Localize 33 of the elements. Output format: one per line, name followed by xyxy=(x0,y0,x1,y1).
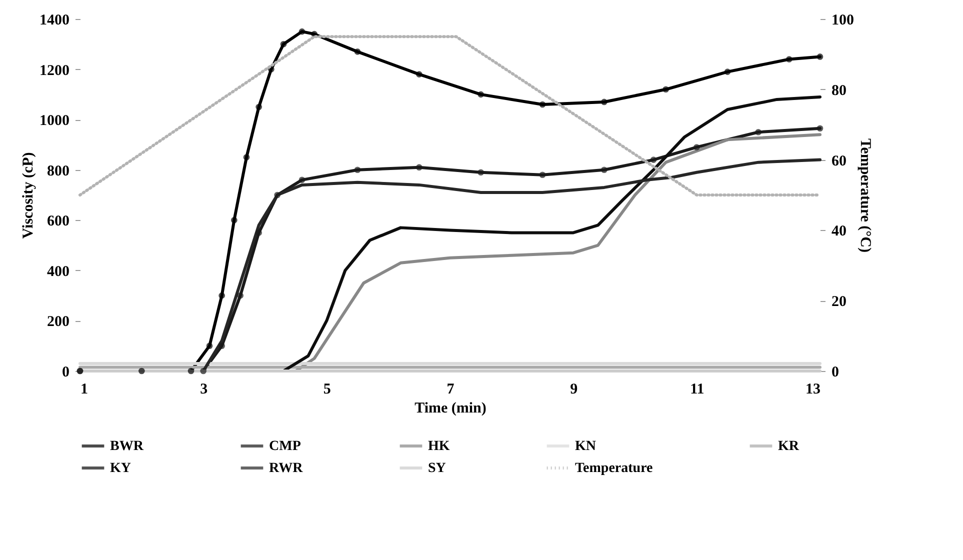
legend-label: BWR xyxy=(110,439,144,454)
x-axis-title: Time (min) xyxy=(414,400,486,416)
legend-label: CMP xyxy=(269,439,302,454)
legend-label: Temperature xyxy=(575,461,653,476)
y-axis-title: Viscosity (cP) xyxy=(20,152,36,239)
y2-tick-label: 40 xyxy=(832,224,846,240)
y2-tick-label: 80 xyxy=(832,82,846,99)
y-tick-label: 600 xyxy=(47,214,70,230)
legend-label: KR xyxy=(778,439,800,454)
legend-label: HK xyxy=(428,439,450,454)
y2-tick-label: 60 xyxy=(832,153,846,170)
x-tick-label: 9 xyxy=(570,382,578,398)
x-tick-label: 11 xyxy=(690,382,704,398)
y-tick-label: 800 xyxy=(47,163,70,180)
x-tick-label: 3 xyxy=(200,382,208,398)
y-tick-label: 400 xyxy=(47,264,70,280)
y-tick-label: 0 xyxy=(62,364,70,380)
y-tick-label: 1200 xyxy=(40,62,70,79)
x-tick-label: 5 xyxy=(323,382,331,398)
x-tick-label: 7 xyxy=(446,382,455,398)
legend-label: KY xyxy=(110,461,131,476)
y2-tick-label: 100 xyxy=(832,12,854,28)
y2-axis-title: Temperature (°C) xyxy=(857,138,873,252)
legend-label: SY xyxy=(428,461,446,476)
y2-tick-label: 0 xyxy=(832,364,839,380)
x-tick-label: 1 xyxy=(80,382,88,398)
legend-label: KN xyxy=(575,439,596,454)
y-tick-label: 1400 xyxy=(40,12,70,28)
y-tick-label: 1000 xyxy=(40,113,70,130)
y-tick-label: 200 xyxy=(47,314,70,330)
y2-tick-label: 20 xyxy=(832,294,846,310)
x-tick-label: 13 xyxy=(806,382,820,398)
legend-label: RWR xyxy=(269,461,304,476)
